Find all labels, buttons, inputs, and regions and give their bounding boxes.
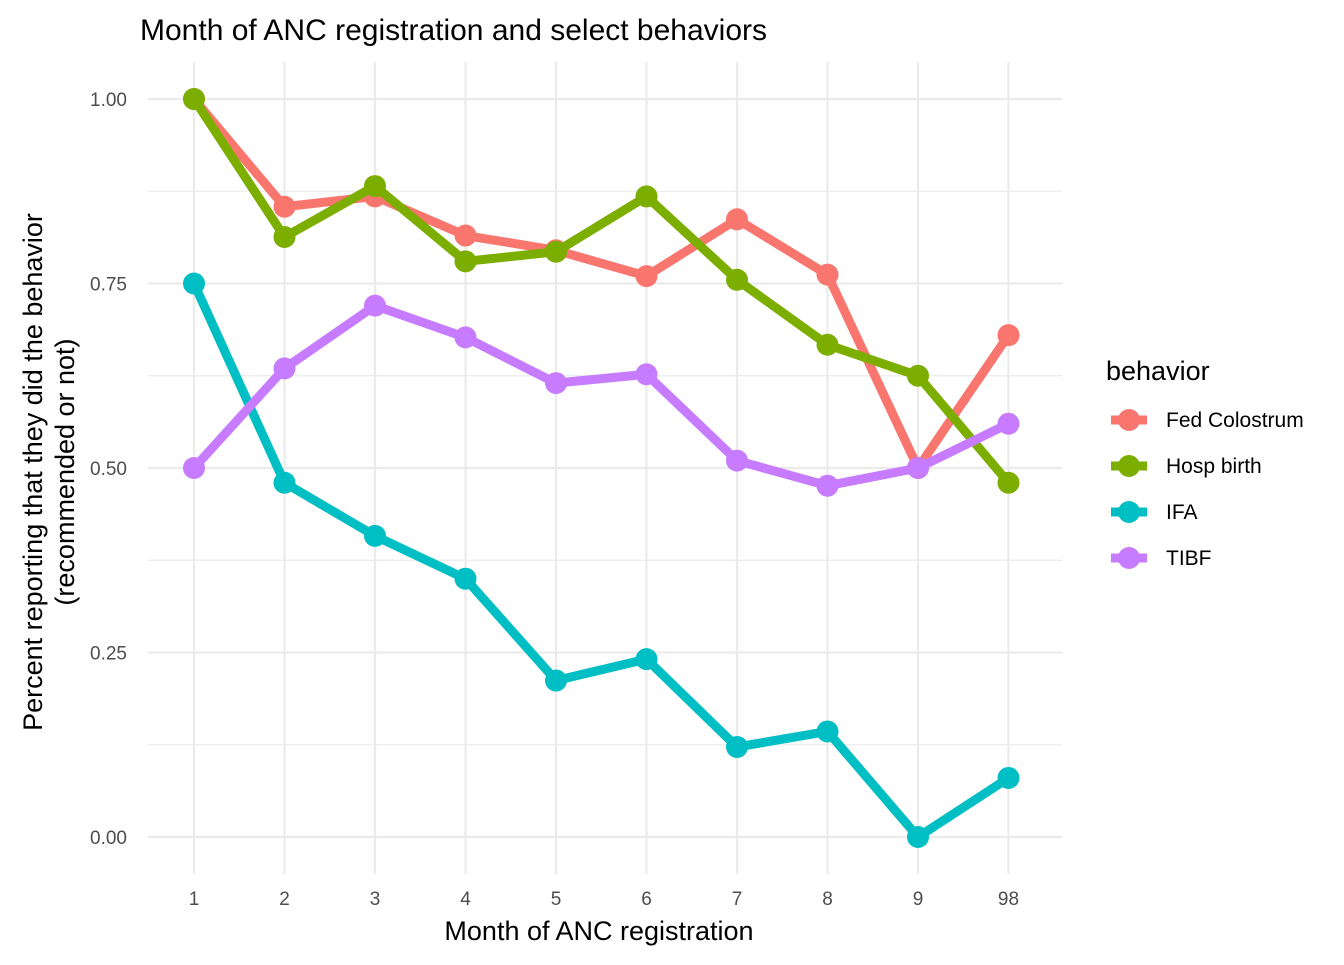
legend-key-point <box>1118 501 1140 523</box>
data-point-ifa <box>454 567 477 590</box>
series-line-fed-colostrum <box>190 96 1013 473</box>
legend-key-point <box>1118 455 1140 477</box>
legend-label: TIBF <box>1166 547 1212 570</box>
data-point-tibf <box>454 326 477 349</box>
data-point-hosp-birth <box>364 175 386 198</box>
x-tick-label: 8 <box>822 889 833 910</box>
y-tick-label: 0.00 <box>90 828 127 849</box>
legend-key-point <box>1118 409 1140 431</box>
data-point-hosp-birth <box>816 333 839 356</box>
data-point-hosp-birth <box>273 226 296 249</box>
legend-item-tibf: TIBF <box>1111 547 1212 570</box>
y-tick-label: 0.25 <box>90 644 127 665</box>
legend-label: Fed Colostrum <box>1166 409 1304 432</box>
legend-key-point <box>1118 547 1140 569</box>
chart-title: Month of ANC registration and select beh… <box>140 14 767 47</box>
series-layer <box>183 88 1020 848</box>
x-tick-label: 9 <box>913 889 924 910</box>
x-tick-label: 4 <box>460 889 471 910</box>
data-point-ifa <box>183 272 205 295</box>
data-point-fed-colostrum <box>997 324 1020 347</box>
y-tick-label: 0.75 <box>90 275 127 296</box>
data-point-tibf <box>907 457 929 479</box>
data-point-ifa <box>635 648 658 671</box>
legend-item-fed-colostrum: Fed Colostrum <box>1111 409 1304 432</box>
data-point-ifa <box>364 524 386 547</box>
x-axis-label: Month of ANC registration <box>444 916 753 946</box>
x-tick-label: 3 <box>370 889 381 910</box>
series-fed-colostrum <box>183 88 1020 479</box>
x-tick-label: 98 <box>998 889 1019 910</box>
data-point-hosp-birth <box>545 240 567 263</box>
x-tick-label: 1 <box>189 889 200 910</box>
data-point-tibf <box>726 449 748 472</box>
series-line-ifa <box>189 281 1011 842</box>
data-point-tibf <box>364 294 386 317</box>
series-tibf <box>183 294 1020 497</box>
series-ifa <box>183 272 1020 848</box>
y-tick-label: 1.00 <box>90 90 127 111</box>
data-point-fed-colostrum <box>635 265 658 288</box>
data-point-fed-colostrum <box>726 208 748 231</box>
data-point-ifa <box>726 735 748 758</box>
data-point-fed-colostrum <box>816 263 839 286</box>
x-tick-label: 7 <box>732 889 743 910</box>
legend-title: behavior <box>1106 356 1210 386</box>
x-tick-label: 6 <box>641 889 652 910</box>
legend-label: IFA <box>1166 501 1198 524</box>
x-axis-ticks: 1 2 3 4 5 6 7 8 9 98 <box>189 889 1019 910</box>
data-point-hosp-birth <box>997 471 1020 494</box>
y-tick-label: 0.50 <box>90 459 127 480</box>
data-point-hosp-birth <box>635 185 658 208</box>
x-tick-label: 5 <box>551 889 562 910</box>
data-point-fed-colostrum <box>273 195 296 218</box>
data-point-ifa <box>907 826 929 848</box>
data-point-tibf <box>997 412 1020 435</box>
legend-item-ifa: IFA <box>1111 501 1198 524</box>
data-point-fed-colostrum <box>454 224 477 247</box>
data-point-tibf <box>273 357 296 380</box>
data-point-tibf <box>635 363 658 386</box>
data-point-tibf <box>816 474 839 497</box>
data-point-ifa <box>816 720 839 743</box>
y-axis-label-line1: Percent reporting that they did the beha… <box>18 213 48 731</box>
data-point-ifa <box>273 471 296 494</box>
data-point-hosp-birth <box>907 364 929 387</box>
data-point-tibf <box>545 372 567 395</box>
data-point-hosp-birth <box>726 268 748 291</box>
series-line-hosp-birth <box>190 96 1012 486</box>
data-point-hosp-birth <box>183 88 205 110</box>
y-axis-ticks: 0.00 0.25 0.50 0.75 1.00 <box>90 90 127 849</box>
legend-label: Hosp birth <box>1166 455 1262 478</box>
legend: behavior Fed Colostrum Hosp birth IFA TIBF <box>1106 356 1304 570</box>
data-point-hosp-birth <box>454 250 477 273</box>
series-hosp-birth <box>183 88 1020 494</box>
series-line-tibf <box>190 301 1011 491</box>
x-tick-label: 2 <box>279 889 290 910</box>
legend-item-hosp-birth: Hosp birth <box>1111 455 1262 478</box>
y-axis-label-line2: (recommended or not) <box>50 338 80 605</box>
y-axis-label: Percent reporting that they did the beha… <box>18 213 80 731</box>
data-point-ifa <box>545 669 567 692</box>
data-point-tibf <box>183 457 205 479</box>
data-point-ifa <box>997 766 1020 789</box>
